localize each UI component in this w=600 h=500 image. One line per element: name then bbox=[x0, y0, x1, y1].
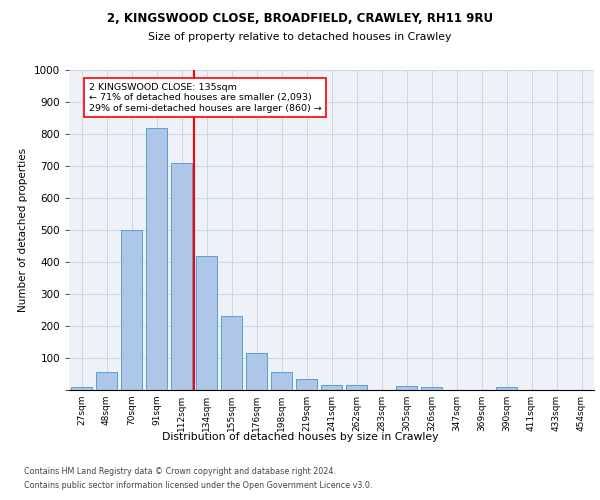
Bar bbox=[396, 386, 417, 390]
Bar bbox=[296, 380, 317, 390]
Bar bbox=[246, 352, 267, 390]
Bar bbox=[96, 372, 117, 390]
Bar bbox=[221, 316, 242, 390]
Bar bbox=[496, 387, 517, 390]
Text: Distribution of detached houses by size in Crawley: Distribution of detached houses by size … bbox=[162, 432, 438, 442]
Bar bbox=[421, 388, 442, 390]
Bar bbox=[121, 230, 142, 390]
Bar bbox=[171, 164, 192, 390]
Text: 2, KINGSWOOD CLOSE, BROADFIELD, CRAWLEY, RH11 9RU: 2, KINGSWOOD CLOSE, BROADFIELD, CRAWLEY,… bbox=[107, 12, 493, 26]
Bar bbox=[321, 385, 342, 390]
Text: Size of property relative to detached houses in Crawley: Size of property relative to detached ho… bbox=[148, 32, 452, 42]
Bar bbox=[71, 388, 92, 390]
Text: Contains public sector information licensed under the Open Government Licence v3: Contains public sector information licen… bbox=[24, 481, 373, 490]
Bar bbox=[346, 385, 367, 390]
Text: 2 KINGSWOOD CLOSE: 135sqm
← 71% of detached houses are smaller (2,093)
29% of se: 2 KINGSWOOD CLOSE: 135sqm ← 71% of detac… bbox=[89, 83, 322, 112]
Bar bbox=[196, 256, 217, 390]
Y-axis label: Number of detached properties: Number of detached properties bbox=[18, 148, 28, 312]
Text: Contains HM Land Registry data © Crown copyright and database right 2024.: Contains HM Land Registry data © Crown c… bbox=[24, 468, 336, 476]
Bar bbox=[271, 372, 292, 390]
Bar bbox=[146, 128, 167, 390]
